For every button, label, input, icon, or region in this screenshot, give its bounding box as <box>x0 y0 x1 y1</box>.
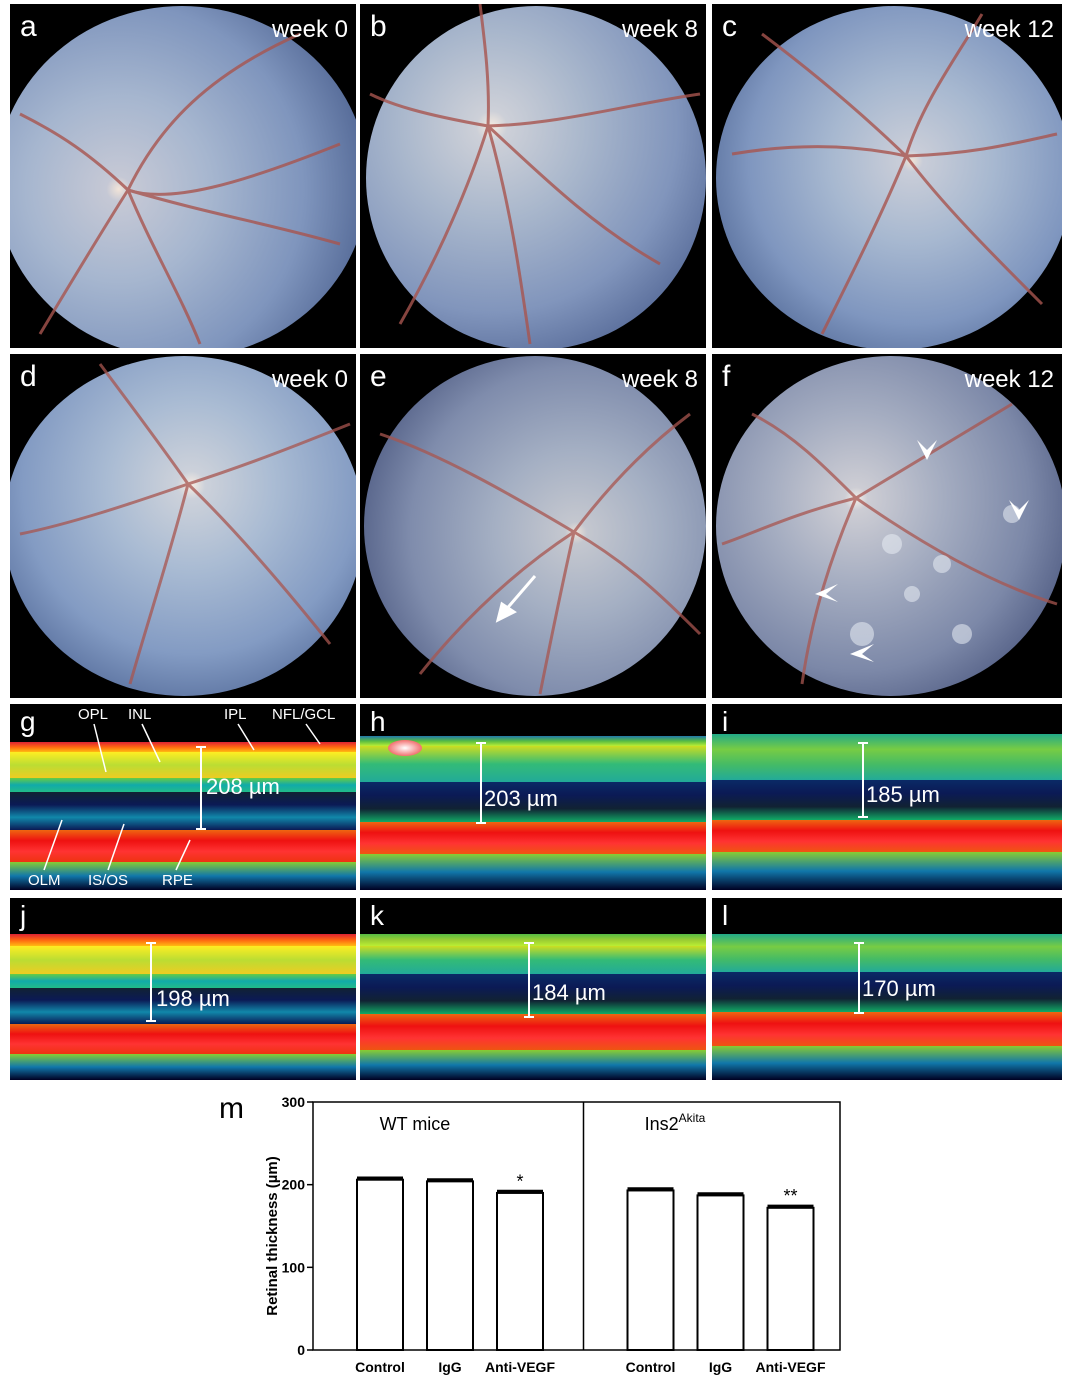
bar <box>696 1194 745 1351</box>
significance-marker: ** <box>783 1186 797 1206</box>
layer-label-rpe: RPE <box>162 872 193 889</box>
panel-letter: l <box>722 900 729 931</box>
x-tick-label: Control <box>626 1359 676 1375</box>
oct-panel-j: 198 µm j <box>10 898 356 1080</box>
week-label: week 12 <box>964 366 1054 393</box>
thickness-label: 208 µm <box>206 774 280 799</box>
fundus-image <box>716 356 1062 696</box>
chart-svg: m Retinal thickness (µm) 0 100 200 300 Cont… <box>219 1092 841 1375</box>
retinal-vessels <box>731 13 1058 335</box>
panel-letter: g <box>20 706 36 737</box>
y-axis-label: Retinal thickness (µm) <box>264 1156 281 1316</box>
week-label: week 8 <box>621 16 698 43</box>
x-tick-label: Anti-VEGF <box>485 1359 555 1375</box>
week-label: week 0 <box>271 16 348 43</box>
group-label-wt: WT mice <box>380 1114 451 1134</box>
x-tick-label: Control <box>355 1359 405 1375</box>
panel-letter: b <box>370 10 387 43</box>
panel-letter: a <box>20 10 37 43</box>
panel-letter: e <box>370 360 387 393</box>
layer-label-ipl: IPL <box>224 706 247 723</box>
layer-label-nfl-gcl: NFL/GCL <box>272 706 336 723</box>
x-tick-label: IgG <box>709 1359 732 1375</box>
oct-panel-l: 170 µm l <box>712 898 1062 1080</box>
plot-frame <box>312 1101 841 1351</box>
fundus-panel-b: b week 8 <box>360 4 706 348</box>
x-tick-label: Anti-VEGF <box>756 1359 826 1375</box>
oct-panel-k: 184 µm k <box>360 898 706 1080</box>
week-label: week 12 <box>964 16 1054 43</box>
y-tick-label: 0 <box>297 1342 305 1358</box>
fundus-image <box>366 6 706 348</box>
retinal-vessels <box>19 32 341 345</box>
bar <box>496 1191 544 1351</box>
fundus-image <box>10 356 356 696</box>
week-label: week 0 <box>271 366 348 393</box>
fundus-panel-a: a week 0 <box>10 4 356 348</box>
panel-letter: h <box>370 706 386 737</box>
week-label: week 8 <box>621 366 698 393</box>
y-tick-label: 100 <box>282 1259 306 1275</box>
panel-letter: k <box>370 900 384 931</box>
layer-label-is-os: IS/OS <box>88 872 129 889</box>
fundus-image <box>10 6 356 348</box>
significance-marker: * <box>516 1171 523 1191</box>
group-label-ins2: Ins2Akita <box>645 1111 706 1134</box>
retinal-vessels <box>379 412 702 695</box>
fundus-image <box>364 356 706 696</box>
fundus-panel-e: e week 8 <box>360 354 706 698</box>
fundus-panel-c: c week 12 <box>712 4 1062 348</box>
thickness-label: 185 µm <box>866 782 940 807</box>
fundus-panel-d: d week 0 <box>10 354 356 698</box>
fundus-image <box>716 6 1062 348</box>
arrowhead-icons <box>815 440 1029 662</box>
y-tick-label: 200 <box>282 1177 306 1193</box>
layer-pointers <box>43 723 321 871</box>
bar <box>626 1189 675 1351</box>
layer-label-inl: INL <box>128 706 152 723</box>
panel-letter: c <box>722 10 737 43</box>
layer-label-opl: OPL <box>78 706 109 723</box>
thickness-label: 203 µm <box>484 786 558 811</box>
x-tick-label: IgG <box>438 1359 461 1375</box>
oct-panel-g: 208 µm g OPL INL IPL NFL/GCL OLM IS/OS R… <box>10 704 356 890</box>
bar <box>766 1206 815 1351</box>
oct-panel-i: 185 µm i <box>712 704 1062 890</box>
fundus-panel-f: f week 12 <box>712 354 1062 698</box>
bar-chart: m Retinal thickness (µm) 0 100 200 300 Cont… <box>215 1090 855 1376</box>
chart-panel-letter: m <box>219 1092 244 1125</box>
retinal-vessels <box>721 402 1058 685</box>
thickness-label: 184 µm <box>532 980 606 1005</box>
oct-panel-h: 203 µm h <box>360 704 706 890</box>
panel-letter: i <box>722 706 729 737</box>
bar <box>426 1180 474 1351</box>
retinal-vessels <box>369 4 701 345</box>
panel-letter: f <box>722 360 731 393</box>
thickness-label: 170 µm <box>862 976 936 1001</box>
panel-letter: d <box>20 360 37 393</box>
layer-label-olm: OLM <box>28 872 61 889</box>
retinal-vessels <box>19 363 351 685</box>
thickness-label: 198 µm <box>156 986 230 1011</box>
panel-letter: j <box>20 900 27 931</box>
bar <box>356 1178 404 1351</box>
arrow-icon <box>495 575 537 623</box>
y-tick-label: 300 <box>282 1094 306 1110</box>
